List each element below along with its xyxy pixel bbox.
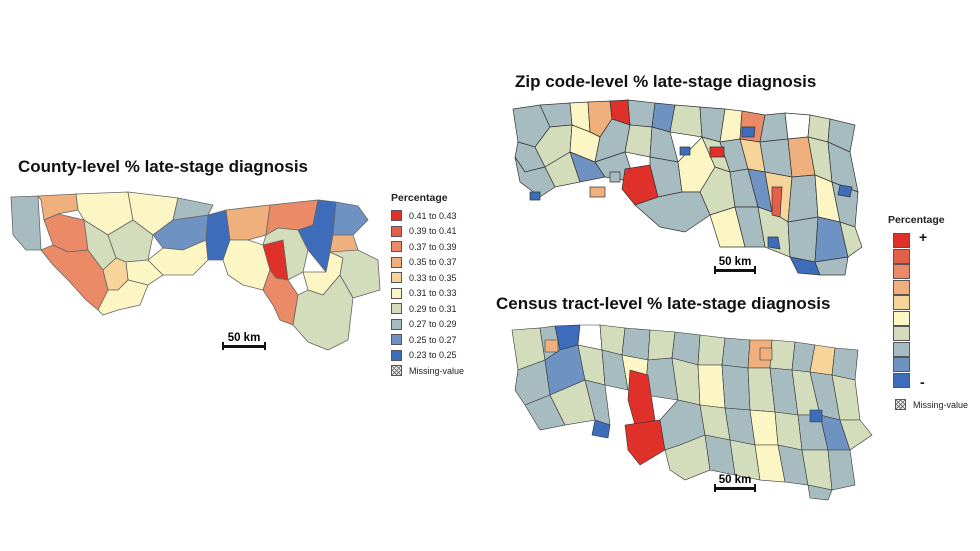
tract-scale-line: [714, 484, 756, 492]
zip-map-title: Zip code-level % late-stage diagnosis: [515, 72, 817, 91]
tract-choropleth-map: [511, 324, 873, 501]
tract-scale-label: 50 km: [718, 474, 752, 486]
county-legend-title: Percentage: [391, 192, 448, 204]
county-map-title: County-level % late-stage diagnosis: [18, 157, 309, 176]
tract-map-title: Census tract-level % late-stage diagnosi…: [496, 294, 831, 313]
zip-scale-line: [714, 266, 756, 274]
legend-row: 0.33 to 0.35: [391, 270, 464, 286]
legend-swatch: [391, 272, 402, 284]
legend-row-missing: Missing-value: [391, 363, 464, 379]
missing-value-swatch: [895, 399, 906, 411]
legend-row: 0.39 to 0.41: [391, 224, 464, 240]
legend-missing-label: Missing-value: [409, 365, 465, 376]
legend-row: 0.29 to 0.31: [391, 301, 464, 317]
missing-value-swatch: [391, 365, 402, 377]
legend-swatch: [391, 287, 402, 299]
legend-plus-label: +: [919, 229, 928, 245]
legend-swatch: [391, 256, 402, 268]
legend-label: 0.23 to 0.25: [409, 350, 457, 361]
legend-label: 0.25 to 0.27: [409, 334, 457, 345]
county-scale-bar: 50 km: [222, 332, 266, 350]
county-legend: Percentage 0.41 to 0.43 0.39 to 0.41 0.37 …: [391, 192, 464, 379]
shared-legend-title: Percentage: [888, 214, 945, 226]
zip-scale-bar: 50 km: [714, 256, 756, 274]
tract-scale-bar: 50 km: [714, 474, 756, 492]
legend-swatch: [391, 334, 402, 346]
legend-swatch: [391, 210, 402, 222]
county-scale-line: [222, 342, 266, 350]
legend-label: 0.29 to 0.31: [409, 303, 457, 314]
legend-label: 0.37 to 0.39: [409, 241, 457, 252]
legend-swatch: [391, 241, 402, 253]
county-choropleth-map: [10, 191, 381, 351]
legend-label: 0.39 to 0.41: [409, 226, 457, 237]
legend-label: 0.33 to 0.35: [409, 272, 457, 283]
legend-swatch: [893, 357, 910, 372]
legend-row: 0.27 to 0.29: [391, 317, 464, 333]
legend-row: 0.25 to 0.27: [391, 332, 464, 348]
legend-label: 0.35 to 0.37: [409, 257, 457, 268]
legend-label: 0.31 to 0.33: [409, 288, 457, 299]
legend-row: 0.37 to 0.39: [391, 239, 464, 255]
legend-label: 0.41 to 0.43: [409, 210, 457, 221]
legend-swatch: [893, 341, 910, 357]
legend-swatch: [893, 248, 910, 264]
legend-swatch: [391, 225, 402, 237]
shared-legend-missing: Missing-value: [895, 397, 968, 413]
legend-swatch: [893, 295, 910, 310]
legend-swatch: [893, 279, 910, 295]
legend-swatch: [893, 310, 910, 326]
legend-swatch: [391, 303, 402, 315]
shared-legend: Percentage: [888, 214, 945, 230]
legend-label: 0.27 to 0.29: [409, 319, 457, 330]
legend-swatch: [893, 326, 910, 341]
legend-row: 0.35 to 0.37: [391, 255, 464, 271]
legend-swatch: [391, 318, 402, 330]
legend-minus-label: -: [920, 374, 925, 390]
county-scale-label: 50 km: [227, 332, 261, 344]
zip-choropleth-map: [512, 99, 863, 276]
zip-scale-label: 50 km: [718, 256, 752, 268]
legend-swatch: [893, 233, 910, 248]
legend-row: 0.31 to 0.33: [391, 286, 464, 302]
legend-swatch: [893, 372, 910, 388]
legend-swatch: [391, 349, 402, 361]
shared-legend-missing-label: Missing-value: [913, 399, 969, 410]
legend-row: 0.23 to 0.25: [391, 348, 464, 364]
legend-swatch: [893, 264, 910, 279]
legend-row: 0.41 to 0.43: [391, 208, 464, 224]
